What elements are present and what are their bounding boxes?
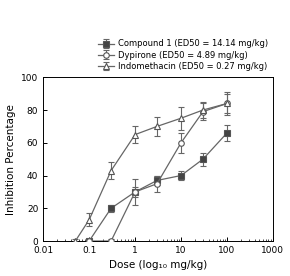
Legend: Compound 1 (ED50 = 14.14 mg/kg), Dypirone (ED50 = 4.89 mg/kg), Indomethacin (ED5: Compound 1 (ED50 = 14.14 mg/kg), Dypiron… xyxy=(97,39,269,71)
X-axis label: Dose (log₁₀ mg/kg): Dose (log₁₀ mg/kg) xyxy=(109,261,207,270)
Y-axis label: Inhibition Percentage: Inhibition Percentage xyxy=(6,104,16,215)
